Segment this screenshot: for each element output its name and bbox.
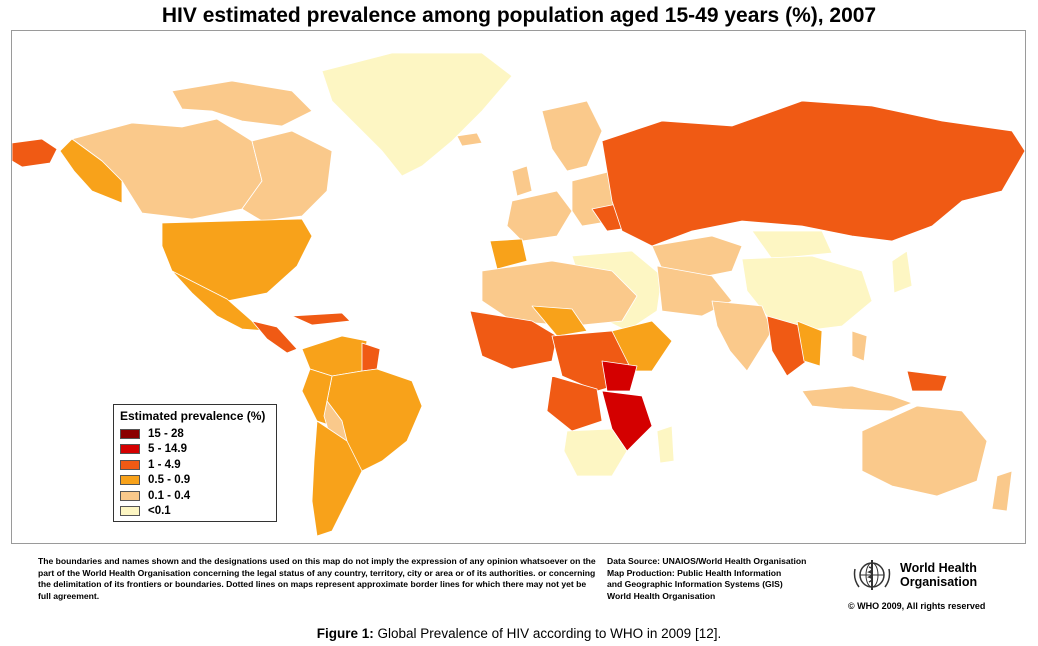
region-mongolia	[751, 230, 833, 260]
source-line: Data Source: UNAIOS/World Health Organis…	[607, 556, 807, 566]
region-canada-islands	[171, 80, 313, 127]
data-source: Data Source: UNAIOS/World Health Organis…	[607, 556, 837, 602]
who-emblem-icon	[853, 560, 891, 590]
region-west-africa	[469, 310, 558, 370]
region-philippines	[851, 330, 868, 362]
region-russia	[601, 100, 1025, 247]
region-caribbean	[291, 312, 351, 326]
figure-caption: Figure 1: Global Prevalence of HIV accor…	[0, 626, 1038, 641]
legend-label: <0.1	[148, 505, 171, 518]
source-line: World Health Organisation	[607, 590, 716, 601]
region-india	[711, 300, 773, 372]
legend-item: 1 - 4.9	[120, 457, 270, 473]
region-papua	[906, 370, 948, 392]
copyright: © WHO 2009, All rights reserved	[848, 601, 986, 611]
region-sahel	[531, 305, 588, 337]
legend-label: 0.5 - 0.9	[148, 474, 191, 487]
region-congo	[546, 375, 603, 432]
legend-swatch	[120, 428, 140, 439]
legend-label: 1 - 4.9	[148, 458, 181, 471]
source-line: Map Production: Public Health Informatio…	[607, 567, 782, 578]
legend-item: 0.1 - 0.4	[120, 488, 270, 504]
region-indonesia	[801, 385, 913, 412]
legend-label: 5 - 14.9	[148, 443, 187, 456]
region-china	[741, 255, 873, 332]
legend-item: 5 - 14.9	[120, 442, 270, 458]
map-title: HIV estimated prevalence among populatio…	[161, 4, 877, 27]
region-horn-africa	[611, 320, 673, 372]
region-argentina-chile	[311, 420, 363, 537]
legend-swatch	[120, 506, 140, 517]
organisation-name: World Health Organisation	[900, 561, 1000, 589]
legend-swatch	[120, 459, 140, 470]
legend-item: 15 - 28	[120, 426, 270, 442]
caption-text: Global Prevalence of HIV according to WH…	[373, 626, 722, 641]
region-west-europe	[506, 190, 573, 242]
map-legend: Estimated prevalence (%) 15 - 28 5 - 14.…	[113, 404, 277, 522]
legend-item: 0.5 - 0.9	[120, 473, 270, 489]
region-north-africa	[481, 260, 638, 327]
region-myanmar-thailand	[766, 315, 808, 377]
region-scandinavia	[541, 100, 603, 172]
region-iceland	[456, 132, 483, 147]
legend-label: 0.1 - 0.4	[148, 489, 191, 502]
region-new-zealand	[991, 470, 1013, 512]
region-indochina	[796, 320, 823, 367]
source-line: and Geographic Information Systems (GIS)	[607, 579, 783, 590]
world-map-canvas	[12, 52, 1025, 537]
region-australia	[861, 405, 988, 497]
region-canada-east	[241, 130, 333, 222]
region-central-america	[251, 320, 298, 354]
legend-title: Estimated prevalence (%)	[120, 409, 266, 423]
region-mexico	[171, 270, 268, 332]
region-east-africa	[601, 360, 638, 392]
region-southern-africa	[563, 428, 628, 477]
legend-swatch	[120, 475, 140, 486]
region-guyanas	[361, 342, 381, 372]
legend-item: <0.1	[120, 504, 270, 520]
organisation-line: World Health	[900, 561, 977, 575]
legend-swatch	[120, 490, 140, 501]
region-alaska-main	[59, 138, 123, 204]
region-greenland	[321, 52, 513, 177]
legend-label: 15 - 28	[148, 427, 184, 440]
region-usa	[161, 218, 313, 302]
legend-swatch	[120, 444, 140, 455]
region-alaska	[12, 138, 58, 168]
organisation-line: Organisation	[900, 575, 978, 589]
region-madagascar	[656, 425, 675, 464]
region-japan	[891, 250, 913, 294]
region-iberia	[489, 238, 528, 270]
region-tanzania-mozambique	[601, 390, 653, 452]
map-disclaimer: The boundaries and names shown and the d…	[38, 556, 596, 601]
caption-label: Figure 1:	[316, 626, 374, 641]
region-uk	[511, 165, 533, 197]
